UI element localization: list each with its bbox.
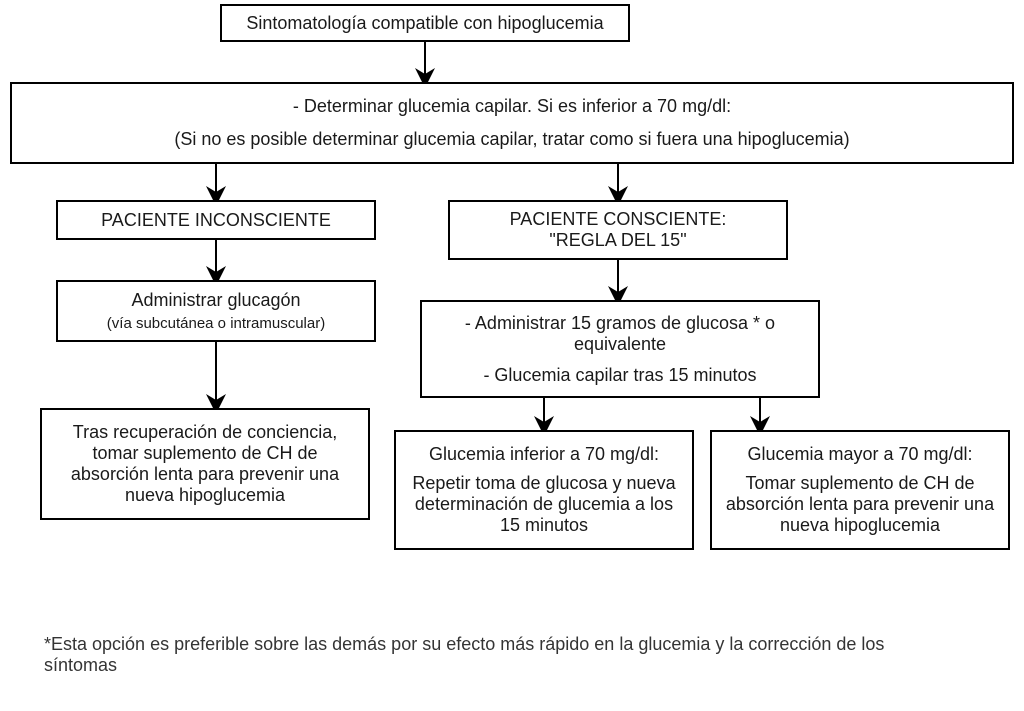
node-glucose-above-70: Glucemia mayor a 70 mg/dl: Tomar supleme…: [710, 430, 1010, 550]
node-determine-line2: (Si no es posible determinar glucemia ca…: [174, 129, 849, 150]
node-below70-line1: Glucemia inferior a 70 mg/dl:: [429, 444, 659, 465]
node-below70-line2: Repetir toma de glucosa y nueva determin…: [406, 473, 682, 536]
node-recovery-ch-text: Tras recuperación de conciencia, tomar s…: [52, 422, 358, 506]
node-unconscious-text: PACIENTE INCONSCIENTE: [101, 210, 331, 231]
footnote: *Esta opción es preferible sobre las dem…: [44, 634, 944, 676]
node-glucagon-line1: Administrar glucagón: [131, 290, 300, 311]
node-conscious: PACIENTE CONSCIENTE: "REGLA DEL 15": [448, 200, 788, 260]
node-above70-line2: Tomar suplemento de CH de absorción lent…: [722, 473, 998, 536]
node-above70-line1: Glucemia mayor a 70 mg/dl:: [747, 444, 972, 465]
node-determine-glucose: - Determinar glucemia capilar. Si es inf…: [10, 82, 1014, 164]
node-recovery-ch: Tras recuperación de conciencia, tomar s…: [40, 408, 370, 520]
node-glucose-below-70: Glucemia inferior a 70 mg/dl: Repetir to…: [394, 430, 694, 550]
node-unconscious: PACIENTE INCONSCIENTE: [56, 200, 376, 240]
node-glucagon-line2: (vía subcutánea o intramuscular): [107, 315, 325, 332]
node-glucose-15g: - Administrar 15 gramos de glucosa * o e…: [420, 300, 820, 398]
node-conscious-line2: "REGLA DEL 15": [549, 230, 686, 251]
node-glucagon: Administrar glucagón (vía subcutánea o i…: [56, 280, 376, 342]
node-conscious-line1: PACIENTE CONSCIENTE:: [510, 209, 727, 230]
node-determine-line1: - Determinar glucemia capilar. Si es inf…: [293, 96, 731, 117]
node-symptoms: Sintomatología compatible con hipoglucem…: [220, 4, 630, 42]
footnote-text: *Esta opción es preferible sobre las dem…: [44, 634, 884, 675]
node-symptoms-text: Sintomatología compatible con hipoglucem…: [246, 13, 603, 34]
node-glucose-15g-line1: - Administrar 15 gramos de glucosa * o e…: [440, 313, 800, 355]
node-glucose-15g-line2: - Glucemia capilar tras 15 minutos: [483, 365, 756, 386]
